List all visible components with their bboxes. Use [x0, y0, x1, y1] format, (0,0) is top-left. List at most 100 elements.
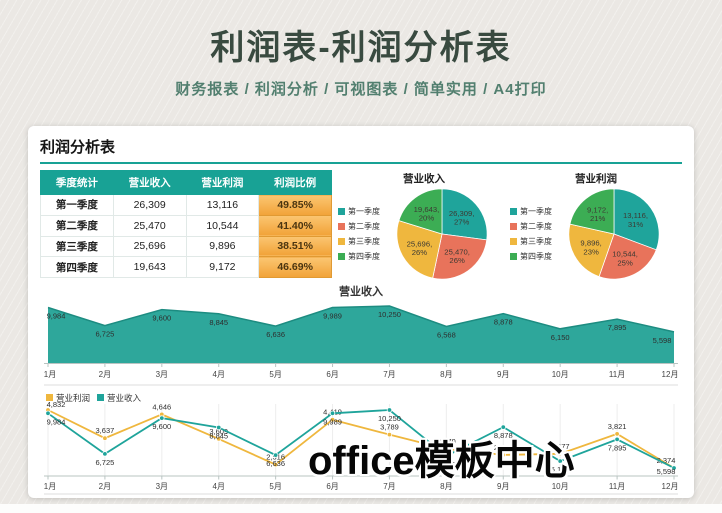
line-marker	[329, 410, 336, 416]
pie-slice	[441, 188, 488, 241]
legend-item: 第二季度	[338, 221, 394, 232]
line-data-label: 6,568	[437, 460, 456, 469]
line-data-label: 3,179	[437, 437, 456, 446]
legend-label: 第四季度	[348, 252, 380, 261]
line-marker	[272, 461, 279, 468]
legend-label: 第一季度	[348, 207, 380, 216]
report-card: 利润分析表 季度统计 营业收入 营业利润 利润比例 第一季度 26,309 13,116 4…	[28, 126, 694, 498]
table-cell: 13,116	[185, 194, 260, 216]
x-axis-label: 11月	[609, 370, 625, 379]
x-axis-label: 11月	[609, 482, 625, 491]
ratio-cell: 38.51%	[258, 235, 332, 258]
area-chart-block: 营业收入 9,984 1月 6,725 2月 9,600 3月 8,845 4月 6,636 5月…	[40, 283, 682, 388]
table-cell: 26,309	[112, 194, 187, 216]
legend-swatch	[97, 394, 105, 401]
heading-rule	[40, 162, 682, 164]
x-axis-label: 9月	[497, 370, 509, 379]
x-axis-label: 5月	[269, 370, 281, 379]
pie-slice	[613, 188, 660, 251]
quarter-summary-table: 季度统计 营业收入 营业利润 利润比例 第一季度 26,309 13,116 49.85% 第…	[40, 170, 332, 278]
line-data-label: 9,600	[152, 422, 171, 431]
pie-data-label: 9,896, 23%	[580, 239, 601, 257]
line-data-label: 8,878	[494, 431, 513, 440]
line-marker	[614, 436, 620, 443]
ratio-cell: 41.40%	[258, 214, 332, 237]
x-axis-label: 3月	[156, 370, 168, 379]
line-data-label: 3,609	[209, 427, 228, 436]
table-row: 第一季度 26,309 13,116 49.85%	[40, 194, 332, 216]
pie-slice	[568, 223, 615, 278]
line-series-0	[47, 409, 675, 469]
legend-swatch	[510, 253, 517, 260]
legend-swatch	[510, 223, 517, 230]
combo-line-chart: 1月 2月 3月 4月 5月 6月 7月 8月 9月 10月 11月 12月 4,832 3,637 4,6…	[44, 400, 678, 495]
legend-item: 第三季度	[510, 236, 566, 247]
pie-legend-revenue: 第一季度 第二季度 第三季度 第四季度	[338, 202, 394, 266]
legend-item: 第四季度	[338, 251, 394, 262]
line-marker	[443, 453, 450, 459]
pie-data-label: 25,470, 26%	[444, 247, 470, 265]
pie-data-label: 9,172, 21%	[587, 206, 608, 224]
table-cell: 9,896	[185, 235, 260, 258]
pie-data-label: 25,696, 26%	[407, 239, 433, 257]
area-data-label: 9,984	[47, 311, 66, 320]
summary-row: 季度统计 营业收入 营业利润 利润比例 第一季度 26,309 13,116 49.85% 第…	[40, 170, 682, 282]
table-cell: 第四季度	[40, 256, 114, 278]
page-title: 利润表-利润分析表	[210, 29, 512, 67]
pie-group-profit: 营业利润 第一季度 第二季度 第三季度 第四季度 13,116, 31% 10,544, 2…	[510, 170, 682, 282]
line-data-label: 9,989	[323, 417, 342, 426]
line-data-label: 5,598	[657, 467, 676, 476]
legend-label: 营业利润	[56, 392, 91, 403]
pie-charts: 营业收入 第一季度 第二季度 第三季度 第四季度 26,309, 27% 25,470, 2…	[332, 170, 682, 282]
line-marker	[386, 407, 393, 413]
legend-label: 第四季度	[520, 252, 552, 261]
area-data-label: 6,725	[96, 330, 115, 339]
line-marker	[500, 424, 506, 430]
x-axis-label: 5月	[269, 482, 281, 491]
line-data-label: 6,725	[96, 458, 115, 467]
x-axis-label: 10月	[552, 482, 569, 491]
line-data-label: 6,150	[551, 465, 570, 474]
area-data-label: 7,895	[608, 323, 627, 332]
x-axis-label: 10月	[552, 370, 569, 379]
pie-data-label: 13,116, 31%	[623, 211, 648, 229]
line-marker	[272, 452, 279, 458]
line-data-label: 2,977	[551, 442, 570, 451]
legend-swatch	[338, 253, 345, 260]
area-chart-title: 营业收入	[339, 286, 383, 298]
revenue-pie-chart: 26,309, 27% 25,470, 26% 25,696, 26% 19,643, 20%	[396, 188, 488, 280]
ratio-cell: 46.69%	[258, 256, 332, 278]
card-heading: 利润分析表	[40, 139, 116, 156]
x-axis-label: 7月	[383, 482, 395, 491]
legend-label: 第二季度	[520, 222, 552, 231]
line-chart-block: 营业利润 营业收入 1月 2月 3月 4月 5月 6月 7月 8月 9月 10月 11月 12月 4,83…	[40, 388, 682, 496]
line-marker	[443, 446, 450, 452]
x-axis-label: 3月	[156, 482, 168, 491]
legend-swatch	[510, 238, 517, 245]
table-header-cell: 营业利润	[185, 170, 260, 195]
table-cell: 第一季度	[40, 194, 114, 216]
pie-title-revenue: 营业收入	[403, 173, 445, 185]
pie-data-label: 10,544, 25%	[612, 250, 638, 268]
legend-label: 第一季度	[520, 207, 552, 216]
line-marker	[386, 431, 393, 438]
x-axis-label: 12月	[662, 370, 679, 379]
table-row: 第四季度 19,643 9,172 46.69%	[40, 256, 332, 278]
x-axis-label: 6月	[326, 370, 338, 379]
area-data-label: 8,878	[494, 318, 513, 327]
legend-label: 第二季度	[348, 222, 380, 231]
area-data-label: 9,600	[152, 314, 171, 323]
area-data-label: 6,568	[437, 330, 456, 339]
area-data-label: 6,636	[266, 330, 285, 339]
line-data-label: 4,832	[47, 400, 66, 409]
pie-slice	[598, 233, 657, 280]
line-data-label: 10,250	[378, 414, 401, 423]
line-marker	[557, 451, 563, 457]
area-fill	[48, 306, 674, 363]
table-header-row: 季度统计 营业收入 营业利润 利润比例	[40, 170, 332, 195]
x-axis-label: 2月	[99, 482, 111, 491]
x-axis-label: 6月	[326, 482, 338, 491]
pie-slice	[396, 220, 443, 279]
legend-item: 第二季度	[510, 221, 566, 232]
line-marker	[102, 451, 108, 457]
